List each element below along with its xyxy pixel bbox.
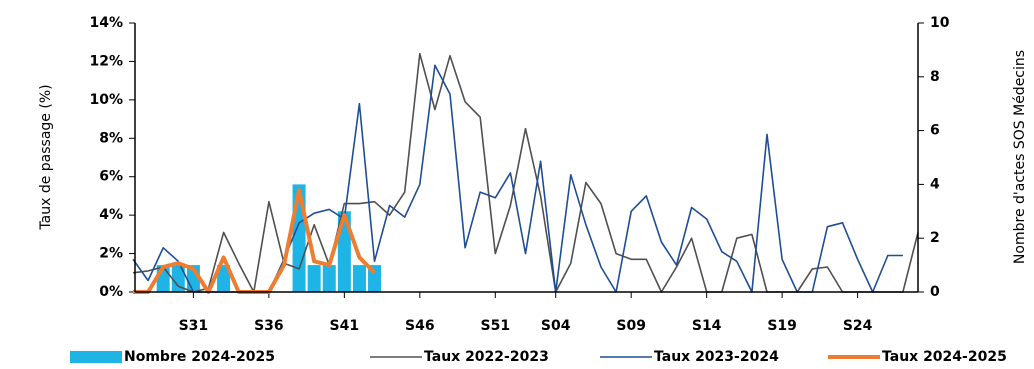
y2-tick-label: 10 — [930, 15, 950, 31]
x-tick-label: S51 — [481, 318, 511, 334]
bar — [352, 265, 366, 292]
y-tick-label: 14% — [89, 15, 123, 31]
legend-label: Taux 2022-2023 — [424, 349, 549, 365]
bar — [171, 265, 185, 292]
y-tick-label: 8% — [99, 130, 123, 146]
y2-tick-label: 2 — [930, 230, 940, 246]
line — [132, 52, 919, 293]
y2-axis-title: Nombre d'actes SOS Médecins — [1012, 50, 1028, 264]
bar — [292, 184, 306, 292]
y-axis-title: Taux de passage (%) — [38, 84, 54, 230]
x-tick-label: S41 — [330, 318, 360, 334]
x-tick-label: S09 — [616, 318, 646, 334]
x-tick-label: S14 — [692, 318, 722, 334]
bar — [322, 265, 336, 292]
legend-label: Nombre 2024-2025 — [124, 349, 275, 365]
y-tick-label: 2% — [99, 246, 123, 262]
x-tick-label: S04 — [541, 318, 571, 334]
x-tick-label: S46 — [405, 318, 435, 334]
y2-tick-label: 4 — [930, 176, 940, 192]
y-tick-label: 10% — [89, 92, 123, 108]
y-tick-label: 4% — [99, 207, 123, 223]
line — [132, 64, 903, 293]
legend-label: Taux 2023-2024 — [654, 349, 779, 365]
y2-tick-label: 6 — [930, 123, 940, 139]
legend-label: Taux 2024-2025 — [882, 349, 1007, 365]
legend-swatch — [70, 351, 122, 363]
y2-tick-label: 8 — [930, 69, 940, 85]
y2-tick-label: 0 — [930, 284, 940, 300]
bar — [217, 265, 231, 292]
x-tick-label: S24 — [843, 318, 873, 334]
y-tick-label: 12% — [89, 53, 123, 69]
bar — [307, 265, 321, 292]
x-tick-label: S31 — [179, 318, 209, 334]
y-tick-label: 6% — [99, 169, 123, 185]
x-tick-label: S19 — [767, 318, 797, 334]
x-tick-label: S36 — [254, 318, 284, 334]
y-tick-label: 0% — [99, 284, 123, 300]
